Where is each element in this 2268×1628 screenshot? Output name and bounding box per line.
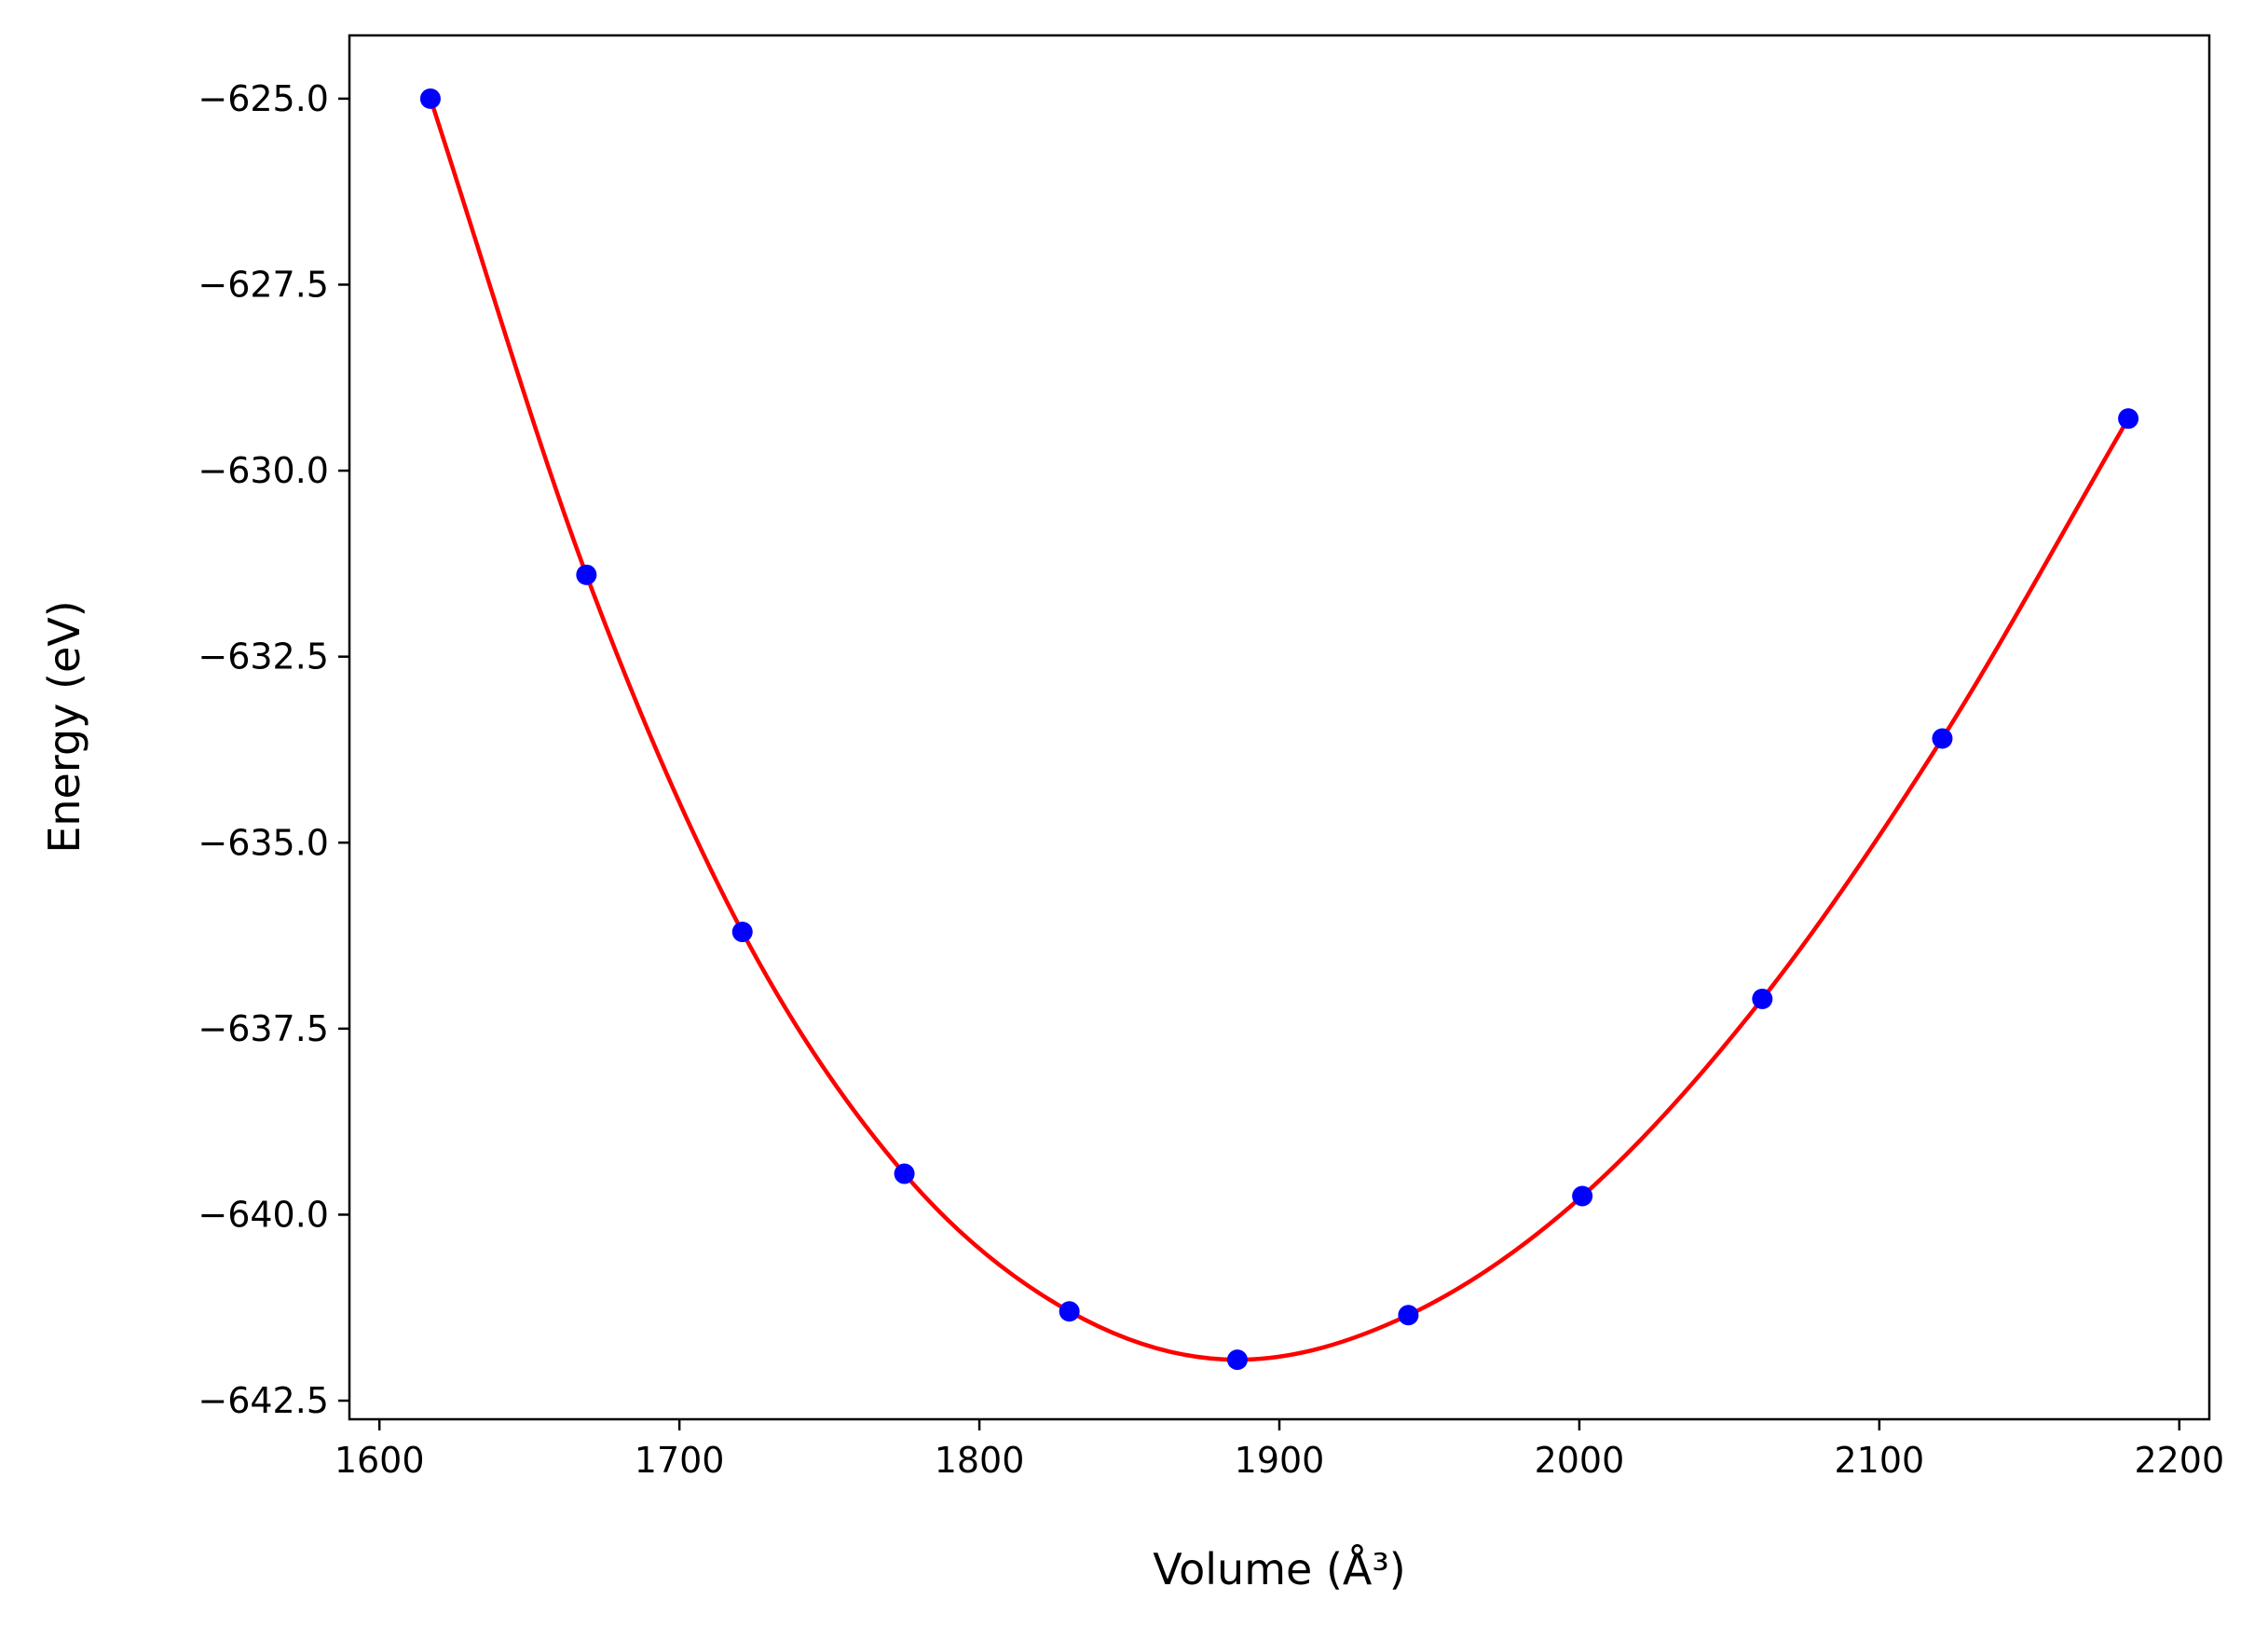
data-point — [894, 1163, 915, 1184]
data-point — [731, 922, 753, 943]
x-axis-label: Volume (Å³) — [1153, 1544, 1406, 1594]
plot-layer — [419, 88, 2139, 1371]
y-tick-label: −642.5 — [198, 1380, 329, 1421]
y-axis-ticks: −625.0 −627.5 −630.0 −632.5 −635.0 −637.5 −640… — [198, 78, 349, 1421]
y-tick-label: −630.0 — [198, 450, 329, 491]
data-point — [1932, 728, 1953, 749]
y-tick-label: −627.5 — [198, 264, 329, 305]
y-axis-label: Energy (eV) — [39, 600, 89, 853]
y-tick-label: −632.5 — [198, 636, 329, 677]
data-point — [2118, 408, 2139, 430]
fit-curve-line — [428, 98, 2131, 1362]
y-tick-label: −625.0 — [198, 78, 329, 119]
y-tick-label: −637.5 — [198, 1008, 329, 1049]
data-point — [1572, 1185, 1593, 1207]
data-point — [1059, 1301, 1080, 1322]
data-point — [1398, 1305, 1419, 1326]
x-axis-ticks: 1600 1700 1800 1900 2000 2100 2200 — [335, 1419, 2224, 1481]
x-tick-label: 1600 — [335, 1440, 425, 1481]
x-tick-label: 2200 — [2134, 1440, 2224, 1481]
data-point — [1226, 1349, 1248, 1371]
data-point — [576, 564, 597, 585]
x-tick-label: 1800 — [935, 1440, 1025, 1481]
x-tick-label: 2000 — [1535, 1440, 1625, 1481]
x-tick-label: 1900 — [1235, 1440, 1325, 1481]
y-tick-label: −640.0 — [198, 1194, 329, 1235]
data-point — [1752, 988, 1773, 1009]
y-tick-label: −635.0 — [198, 822, 329, 863]
x-tick-label: 2100 — [1835, 1440, 1925, 1481]
x-tick-label: 1700 — [635, 1440, 725, 1481]
data-point — [419, 88, 441, 109]
